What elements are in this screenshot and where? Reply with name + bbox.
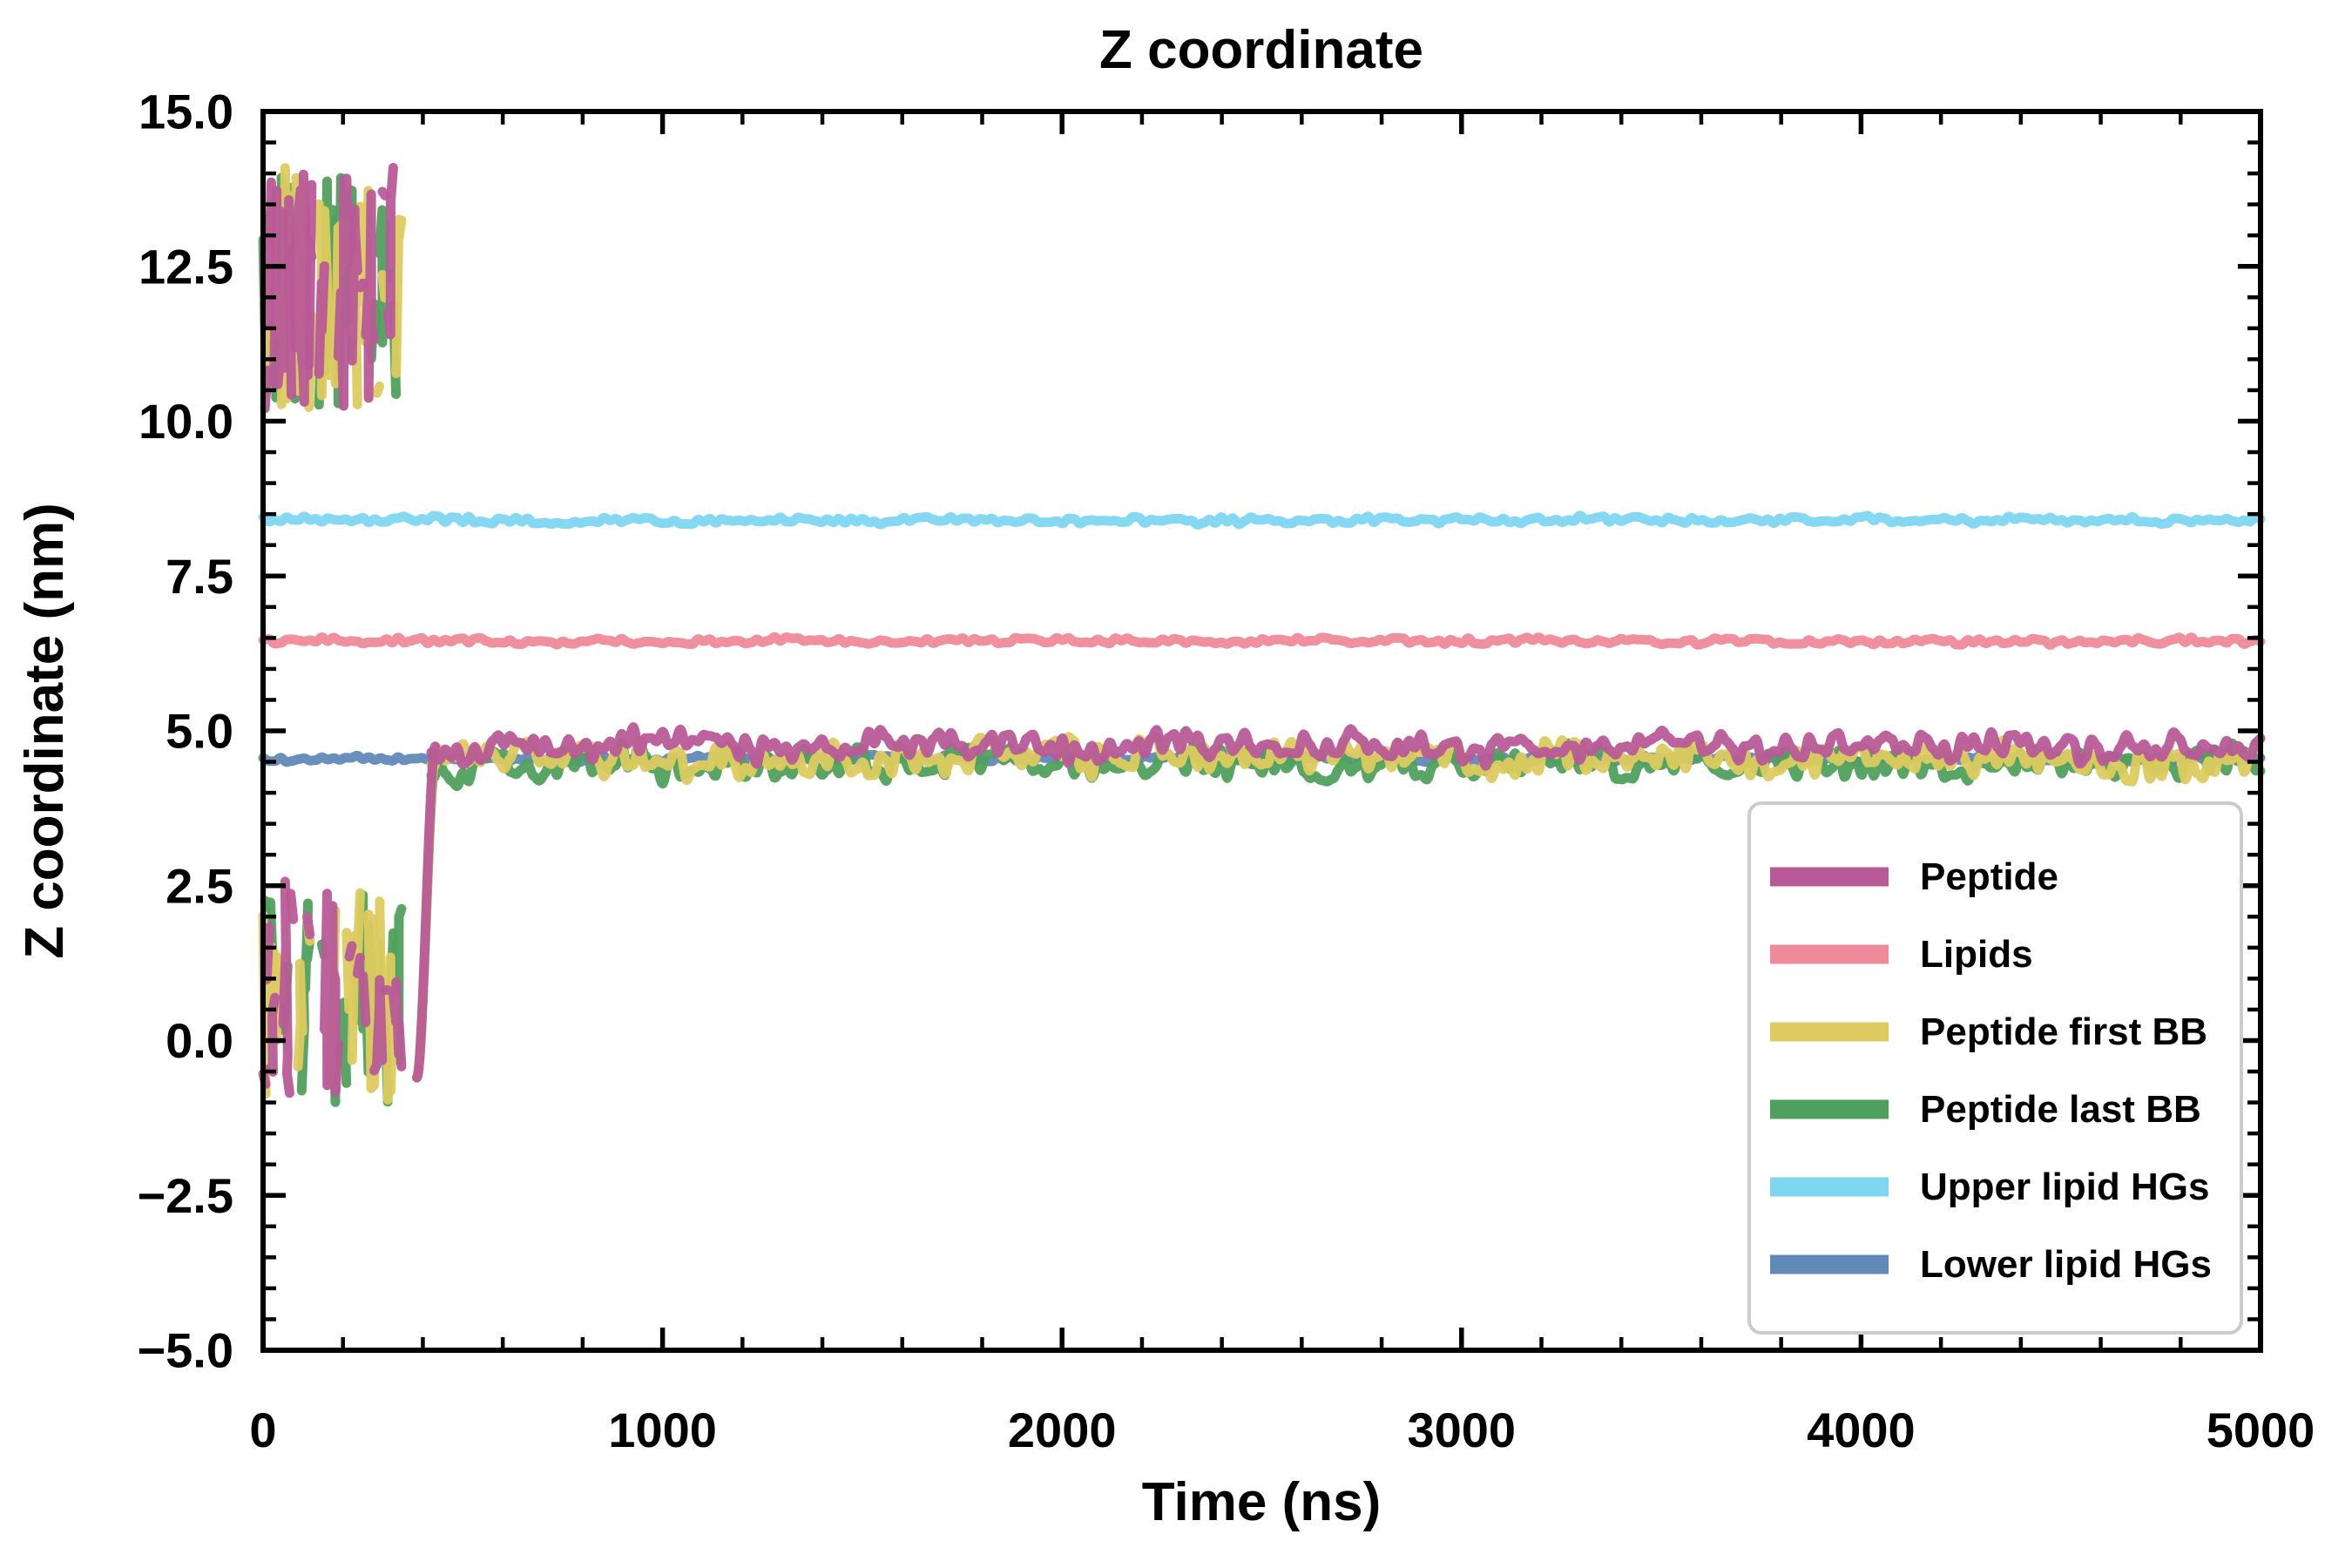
y-tick-label: 12.5	[139, 239, 233, 294]
trace-line	[377, 186, 390, 200]
y-tick-label: 7.5	[166, 549, 233, 604]
trace-line	[293, 958, 308, 1071]
legend-label: Peptide	[1920, 855, 2058, 898]
legend-item[interactable]: Peptide	[1770, 855, 2058, 898]
legend-item[interactable]: Upper lipid HGs	[1770, 1166, 2209, 1208]
x-tick-label: 2000	[1008, 1402, 1117, 1457]
y-tick-label: 0.0	[166, 1013, 233, 1068]
trace-line	[287, 169, 314, 407]
trace-line	[358, 970, 371, 1028]
trace-line	[361, 189, 379, 403]
legend-item[interactable]: Lipids	[1770, 933, 2033, 976]
trace-line	[352, 952, 365, 978]
trace-line	[278, 876, 294, 1098]
legend-panel	[1747, 801, 2243, 1335]
y-tick-label: 2.5	[166, 858, 233, 913]
x-tick-label: 1000	[608, 1402, 717, 1457]
trace-line	[389, 977, 407, 1071]
x-tick-label: 0	[249, 1402, 276, 1457]
trace-line	[368, 975, 388, 1076]
x-tick-label: 3000	[1408, 1402, 1517, 1457]
legend-item[interactable]: Peptide last BB	[1770, 1088, 2201, 1131]
legend-label: Lipids	[1920, 933, 2033, 976]
y-tick-label: 5.0	[166, 704, 233, 759]
chart-legend[interactable]: Peptide Lipids Peptide first BB Peptide las…	[1747, 801, 2243, 1335]
legend-item[interactable]: Lower lipid HGs	[1770, 1243, 2212, 1286]
x-tick-label: 4000	[1807, 1402, 1916, 1457]
trace-line	[372, 381, 385, 398]
trace-line	[261, 922, 274, 984]
trace-line	[269, 186, 289, 389]
trace-line	[320, 889, 343, 1098]
trace-line	[286, 889, 299, 924]
trace-line	[412, 741, 441, 1083]
y-tick-label: −5.0	[137, 1323, 233, 1378]
trace-line	[258, 510, 2266, 530]
trace-line	[304, 179, 317, 370]
trace-line	[391, 214, 407, 379]
x-axis-title: Time (ns)	[1142, 1472, 1381, 1532]
chart-title: Z coordinate	[1099, 20, 1423, 80]
trace-line	[352, 888, 365, 959]
trace-line	[333, 173, 355, 411]
legend-label: Peptide first BB	[1920, 1010, 2207, 1053]
trace-line	[258, 632, 2266, 650]
y-tick-label: 15.0	[139, 84, 233, 139]
y-tick-label: 10.0	[139, 394, 233, 449]
trace-line	[426, 722, 2266, 771]
series-peptide	[258, 163, 2266, 1098]
trace-line	[377, 270, 390, 303]
y-axis-title: Z coordinate (nm)	[15, 503, 75, 959]
data-traces	[258, 163, 2266, 1107]
series-lipids	[258, 632, 2266, 650]
series-upper-lipid-hgs	[258, 510, 2266, 530]
y-tick-label: −2.5	[137, 1168, 233, 1223]
trace-line	[347, 204, 362, 366]
axes	[260, 109, 2263, 1353]
trace-line	[355, 278, 368, 293]
legend-label: Lower lipid HGs	[1920, 1243, 2212, 1286]
axis-tick-labels: 0 1000 2000 3000 4000 5000 −5.0 −2.5 0.0 2.5 5.0 7.…	[137, 84, 2315, 1457]
trace-line	[302, 911, 315, 940]
legend-label: Upper lipid HGs	[1920, 1166, 2209, 1208]
trace-line	[314, 261, 329, 379]
x-tick-label: 5000	[2207, 1402, 2315, 1457]
trace-line	[382, 163, 398, 340]
trace-line	[344, 941, 357, 962]
legend-label: Peptide last BB	[1920, 1088, 2201, 1131]
legend-item[interactable]: Peptide first BB	[1770, 1010, 2207, 1053]
